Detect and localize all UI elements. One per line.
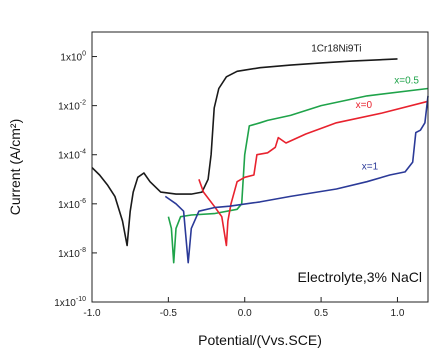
series-line <box>198 100 429 247</box>
y-tick-label: 1x10-6 <box>58 198 86 211</box>
y-tick-exponent: 0 <box>82 51 86 58</box>
y-tick-label: 1x10-4 <box>58 149 86 162</box>
y-tick-exponent: -4 <box>80 149 86 156</box>
y-tick-base: 1x10 <box>58 102 80 113</box>
y-tick-base: 1x10 <box>58 249 80 260</box>
x-tick-label: 0.0 <box>238 308 252 319</box>
series-label: x=1 <box>362 162 379 173</box>
y-tick-label: 1x10-2 <box>58 100 86 113</box>
series-label: x=0.5 <box>394 75 419 86</box>
y-tick-base: 1x10 <box>58 151 80 162</box>
x-tick-label: -1.0 <box>83 308 101 319</box>
series-label: x=0 <box>356 100 373 111</box>
y-axis-label: Current (A/cm²) <box>7 119 23 215</box>
y-tick-exponent: -10 <box>76 296 86 303</box>
series-line <box>164 95 429 264</box>
series-label: 1Cr18Ni9Ti <box>311 44 361 55</box>
x-axis-label: Potential/(Vvs.SCE) <box>198 332 322 348</box>
y-tick-exponent: -2 <box>80 100 86 107</box>
x-tick-label: -0.5 <box>160 308 178 319</box>
x-tick-label: 0.5 <box>314 308 328 319</box>
y-tick-label: 1x10-8 <box>58 247 86 260</box>
y-tick-label: 1x100 <box>60 51 86 64</box>
plot-frame <box>91 31 429 303</box>
electrolyte-annotation: Electrolyte,3% NaCl <box>298 269 423 285</box>
y-tick-label: 1x10-10 <box>54 296 86 309</box>
ticks-layer: -1.0 -0.5 0.0 0.5 1.01x1001x10-21x10-41x10-6… <box>54 51 405 319</box>
series-labels: 1Cr18Ni9Ti x=0.5 x=0 x=1 <box>311 44 419 173</box>
x-tick-label: 1.0 <box>391 308 405 319</box>
y-tick-exponent: -8 <box>80 247 86 254</box>
y-tick-exponent: -6 <box>80 198 86 205</box>
y-tick-base: 1x10 <box>54 298 76 309</box>
y-tick-base: 1x10 <box>60 53 82 64</box>
series-layer <box>91 58 429 264</box>
series-line <box>91 58 398 247</box>
y-tick-base: 1x10 <box>58 200 80 211</box>
